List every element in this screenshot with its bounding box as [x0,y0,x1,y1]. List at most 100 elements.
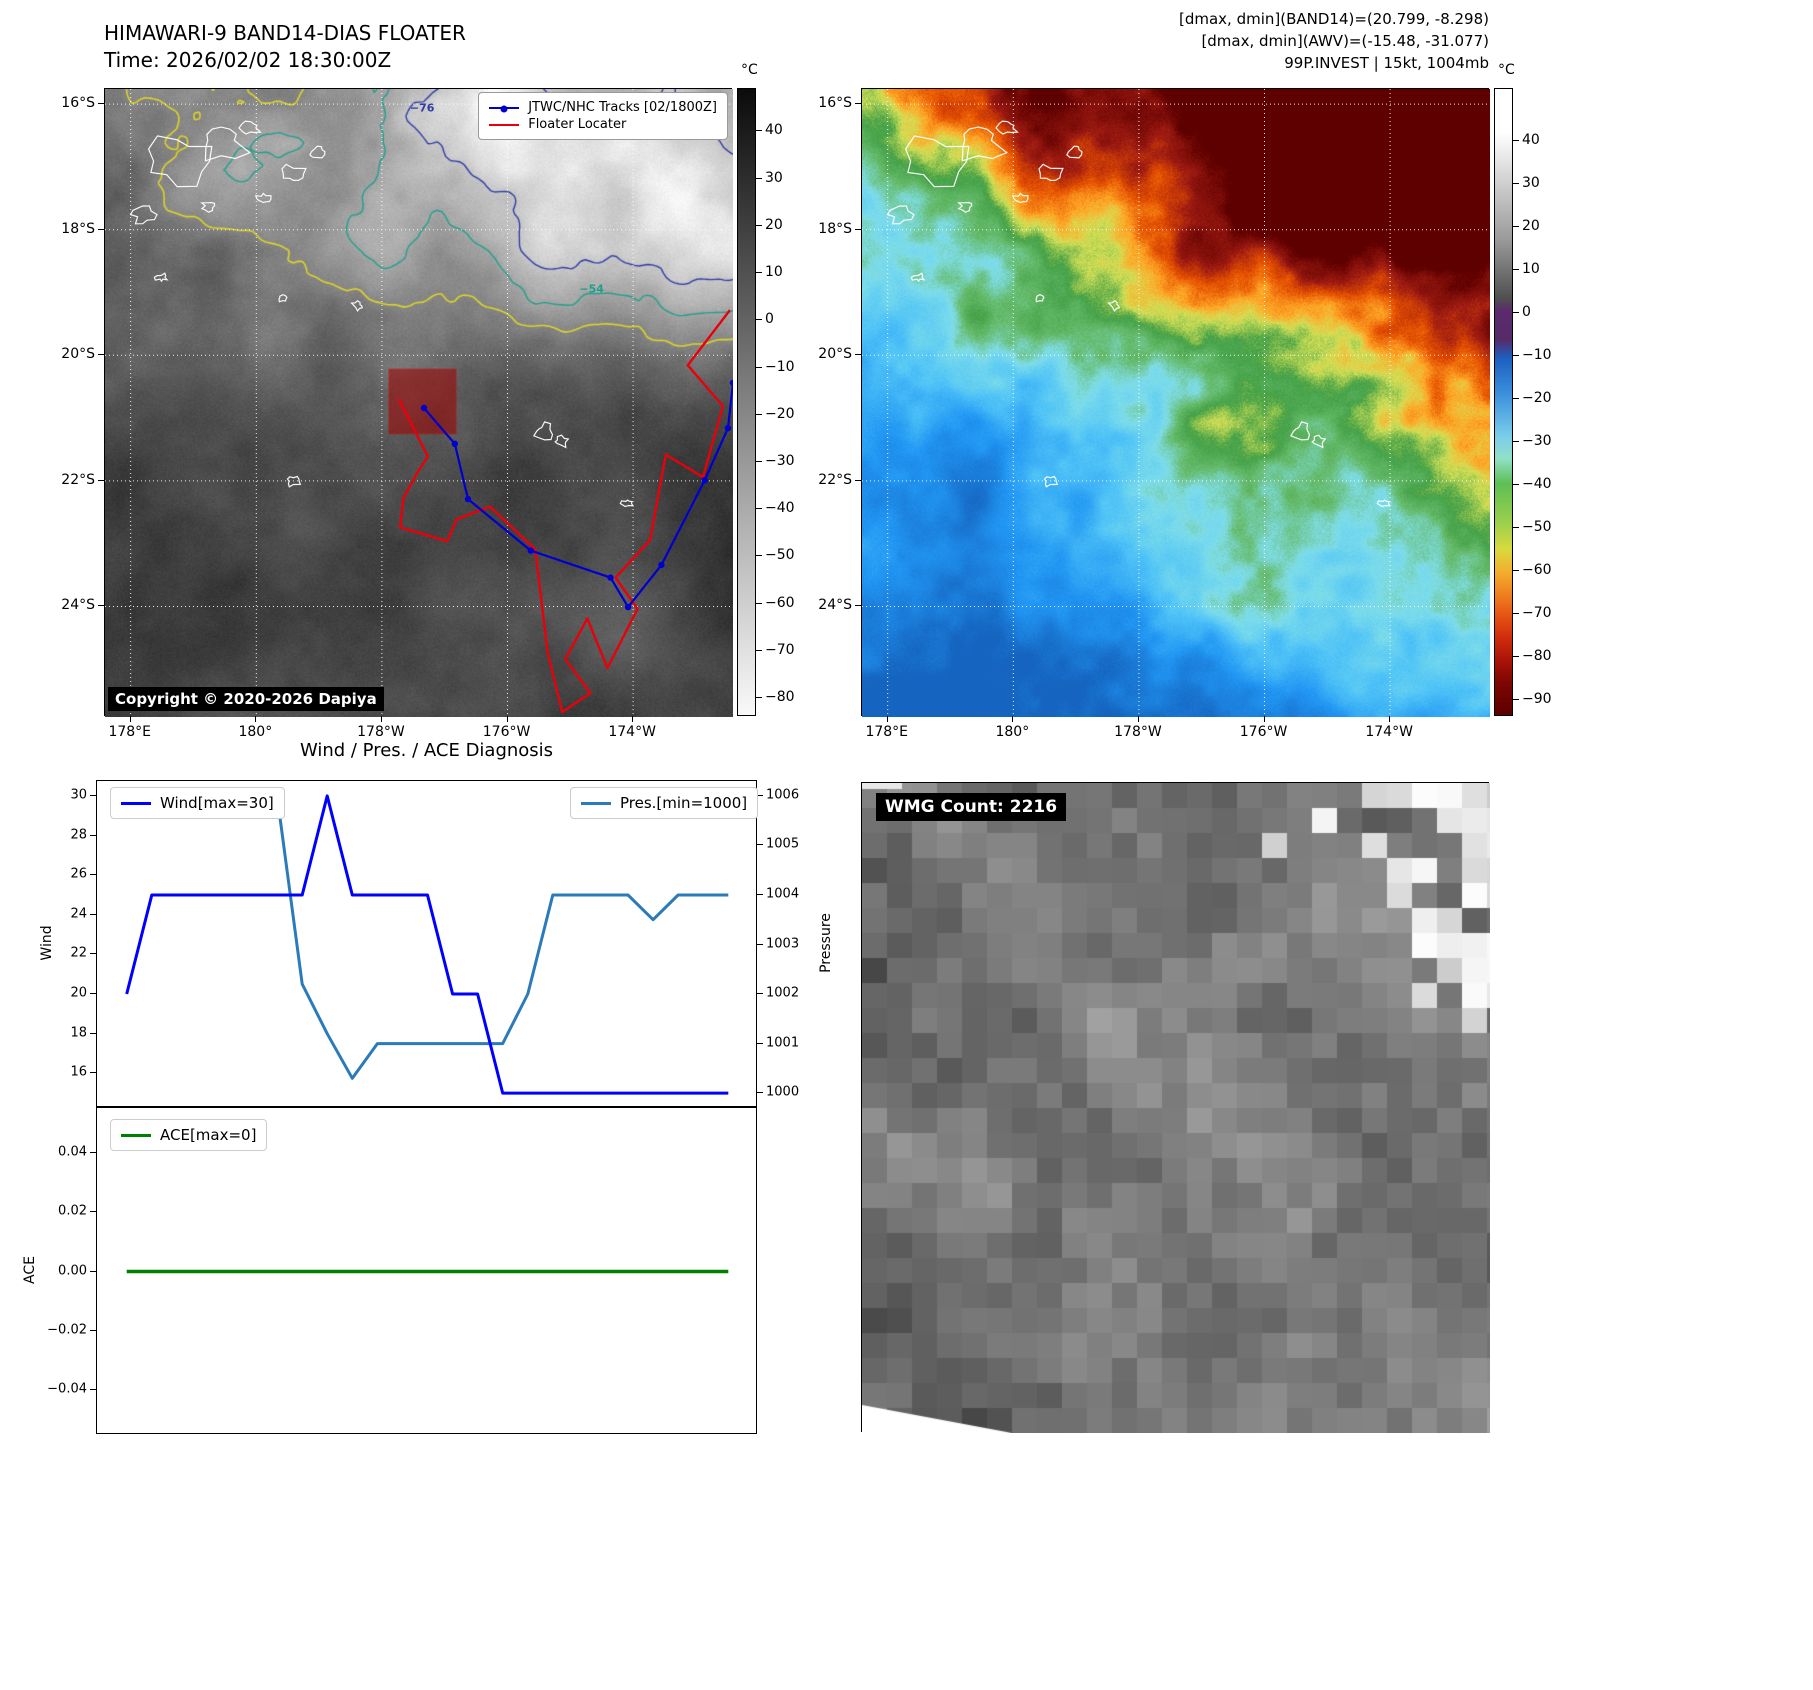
contour-label: −54 [579,282,604,296]
pressure-tick-mark [757,844,763,846]
pressure-legend-label: Pres.[min=1000] [620,794,748,812]
lon-tick-label: 174°W [608,724,656,740]
ace-tick-label: −0.04 [47,1381,87,1397]
colorbar-tick-mark [1513,612,1519,614]
pressure-tick-mark [757,1092,763,1094]
legend-row: JTWC/NHC Tracks [02/1800Z] [489,100,717,115]
ace-tick-label: 0.00 [58,1263,87,1278]
band14-title: HIMAWARI-9 BAND14-DIAS FLOATER Time: 202… [104,20,466,74]
awv-colorbar-unit: °C [1498,62,1515,78]
colorbar-tick-label: −10 [1522,346,1552,363]
lon-tick-mark [380,716,382,722]
band14-colorbar-gradient [738,89,755,715]
diagnosis-title: Wind / Pres. / ACE Diagnosis [299,740,554,761]
colorbar-tick-label: 40 [765,122,783,139]
legend-line [489,123,520,126]
wind-tick-mark [90,794,96,796]
colorbar-tick-label: −50 [765,547,795,564]
wind-legend-line [121,801,151,805]
wind-tick-label: 28 [70,827,87,842]
contour-label: −76 [409,101,435,115]
colorbar-tick-label: 0 [1522,303,1531,320]
lat-tick-label: 16°S [818,95,852,112]
ace-axis-label: ACE [22,1256,38,1284]
awv-header-line1: [dmax, dmin](BAND14)=(20.799, -8.298) [1178,10,1489,28]
band14-overlay [105,89,733,717]
colorbar-tick-label: 20 [1522,217,1540,234]
colorbar-tick-label: −80 [765,689,795,706]
colorbar-tick-mark [1513,139,1519,141]
ace-tick-mark [90,1270,96,1272]
lat-tick-label: 20°S [61,346,95,363]
pressure-legend: Pres.[min=1000] [570,787,759,819]
legend-label: JTWC/NHC Tracks [02/1800Z] [528,100,717,115]
pressure-tick-mark [757,943,763,945]
pressure-tick-mark [757,893,763,895]
lat-tick-mark [855,103,861,105]
colorbar-tick-mark [756,366,762,368]
ace-legend-line [121,1133,151,1137]
ace-tick-mark [90,1151,96,1153]
lat-tick-mark [855,605,861,607]
lon-tick-label: 178°E [865,724,909,740]
ace-tick-mark [90,1211,96,1213]
wind-tick-label: 22 [70,945,87,961]
lat-tick-label: 20°S [818,346,852,363]
legend-marker-dot [500,105,508,112]
colorbar-tick-label: 20 [765,216,783,233]
colorbar-tick-label: −20 [1522,389,1552,406]
lon-tick-mark [632,716,634,722]
lon-tick-mark [886,716,888,722]
wind-axis-label: Wind [39,925,55,961]
colorbar-tick-mark [756,461,762,463]
ace-legend-label: ACE[max=0] [160,1126,257,1144]
wind-tick-mark [90,834,96,836]
wind-tick-label: 20 [70,985,87,1001]
colorbar-tick-mark [756,130,762,132]
legend-row: Floater Locater [489,117,717,132]
lat-tick-mark [855,228,861,230]
colorbar-tick-mark [1513,225,1519,227]
lon-tick-label: 180° [238,724,273,740]
band14-colorbar-unit: °C [741,62,758,78]
band14-colorbar [737,88,756,716]
lat-tick-label: 24°S [818,597,852,614]
lat-tick-label: 18°S [818,220,852,237]
band14-map-legend: JTWC/NHC Tracks [02/1800Z] Floater Locate… [478,92,728,140]
lon-tick-mark [506,716,508,722]
wind-tick-label: 24 [70,906,87,922]
colorbar-tick-label: −80 [1522,647,1552,664]
lon-tick-label: 178°W [1114,724,1162,740]
lon-tick-label: 180° [995,724,1030,740]
awv-header: [dmax, dmin](BAND14)=(20.799, -8.298) [d… [861,8,1489,74]
lat-tick-label: 24°S [61,597,95,614]
colorbar-tick-mark [1513,569,1519,571]
legend-line [489,105,520,112]
colorbar-tick-label: −20 [765,405,795,422]
lat-tick-mark [98,103,104,105]
colorbar-tick-label: −50 [1522,518,1552,535]
colorbar-tick-label: 0 [765,311,774,328]
band14-title-line1: HIMAWARI-9 BAND14-DIAS FLOATER [104,21,466,45]
colorbar-tick-mark [756,649,762,651]
wind-tick-label: 16 [70,1064,87,1080]
wmg-panel: WMG Count: 2216 [861,782,1490,1433]
colorbar-tick-label: −90 [1522,690,1552,707]
lon-tick-mark [1012,716,1014,722]
colorbar-tick-mark [756,555,762,557]
awv-colorbar-gradient [1495,89,1512,715]
pressure-tick-label: 1002 [766,985,800,1001]
lon-tick-mark [1389,716,1391,722]
pressure-tick-mark [757,993,763,995]
awv-overlay [862,89,1490,717]
lon-tick-mark [129,716,131,722]
band14-title-line2: Time: 2026/02/02 18:30:00Z [104,48,392,72]
wind-tick-mark [90,874,96,876]
colorbar-tick-mark [756,508,762,510]
legend-label: Floater Locater [528,117,627,132]
wind-tick-label: 26 [70,866,87,882]
colorbar-tick-mark [756,413,762,415]
wmg-canvas [862,783,1490,1433]
colorbar-tick-mark [1513,182,1519,184]
